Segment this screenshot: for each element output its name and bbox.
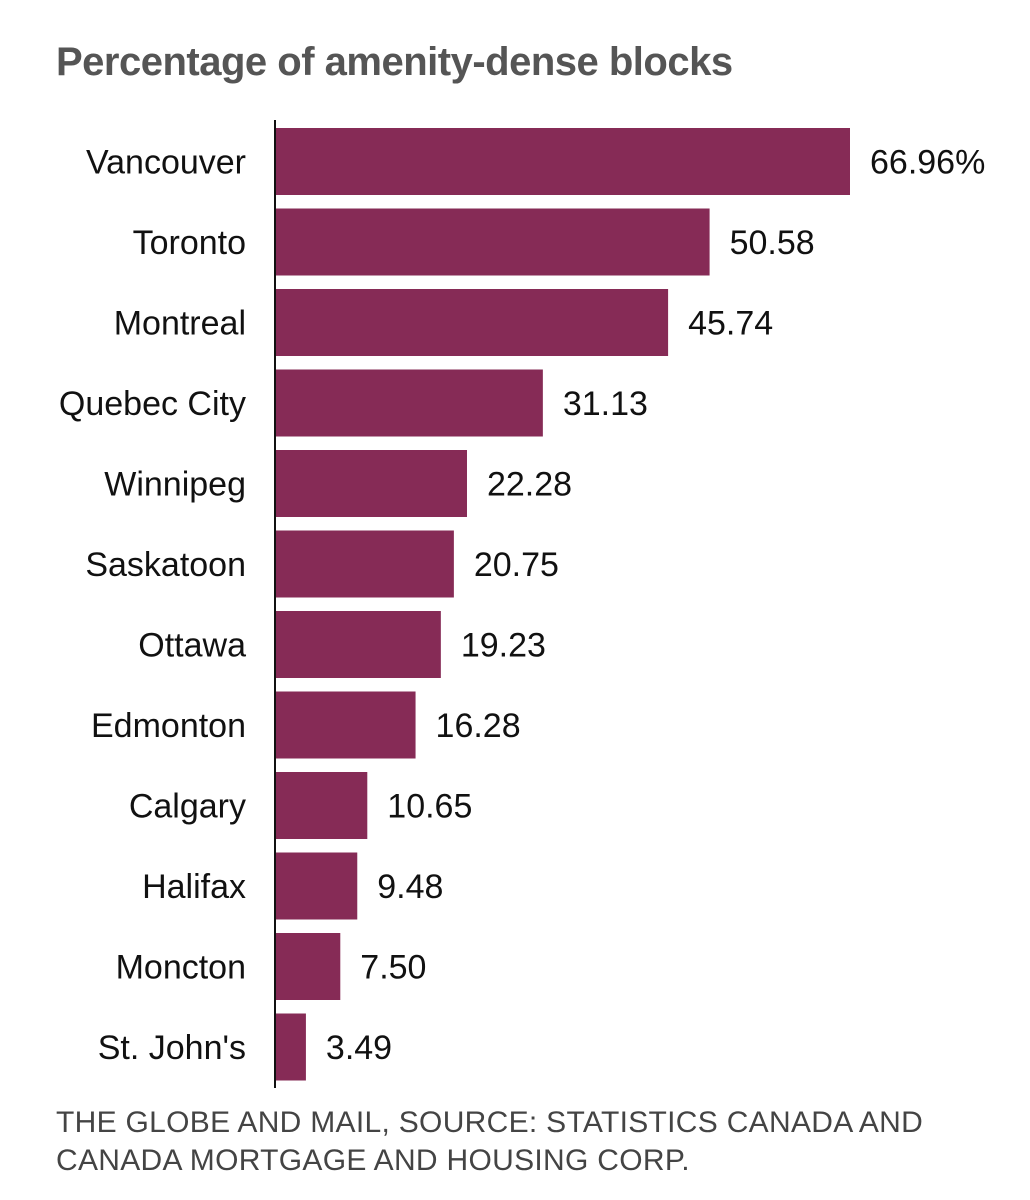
bar-moncton [276,933,341,1000]
category-label: Edmonton [91,707,246,745]
bar-winnipeg [276,450,467,517]
bar-quebec-city [276,369,543,437]
value-label: 20.75 [474,546,559,584]
bar-edmonton [276,691,416,759]
category-label: Saskatoon [85,546,246,584]
value-label: 9.48 [377,868,443,906]
bar-montreal [276,289,669,356]
category-label: Halifax [142,868,246,906]
category-label: Vancouver [86,144,246,182]
category-label: Quebec City [59,385,246,423]
value-label: 31.13 [563,385,648,423]
bar-st-john-s [276,1013,306,1081]
bars-group: Vancouver 66.96% Toronto 50.58 Montreal 45.74… [59,128,985,1081]
source-note: THE GLOBE AND MAIL, SOURCE: STATISTICS C… [56,1106,924,1177]
value-label: 66.96% [870,144,985,182]
chart-title: Percentage of amenity-dense blocks [56,40,733,84]
category-label: Winnipeg [104,466,246,504]
category-label: Calgary [129,788,246,826]
category-label: Moncton [116,949,246,987]
category-label: Montreal [114,305,246,343]
category-label: Ottawa [138,627,246,665]
bar-halifax [276,852,358,920]
bar-ottawa [276,611,441,678]
bar-calgary [276,772,368,839]
value-label: 19.23 [461,627,546,665]
value-label: 3.49 [326,1029,392,1067]
bar-vancouver [276,128,850,195]
bar-saskatoon [276,530,454,598]
bar-toronto [276,208,710,276]
value-label: 7.50 [360,949,426,987]
value-label: 50.58 [730,224,815,262]
value-label: 45.74 [688,305,773,343]
value-label: 22.28 [487,466,572,504]
value-label: 16.28 [436,707,521,745]
category-label: Toronto [133,224,246,262]
category-label: St. John's [98,1029,246,1067]
value-label: 10.65 [387,788,472,826]
bar-chart: Vancouver 66.96% Toronto 50.58 Montreal 45.74… [59,120,985,1088]
